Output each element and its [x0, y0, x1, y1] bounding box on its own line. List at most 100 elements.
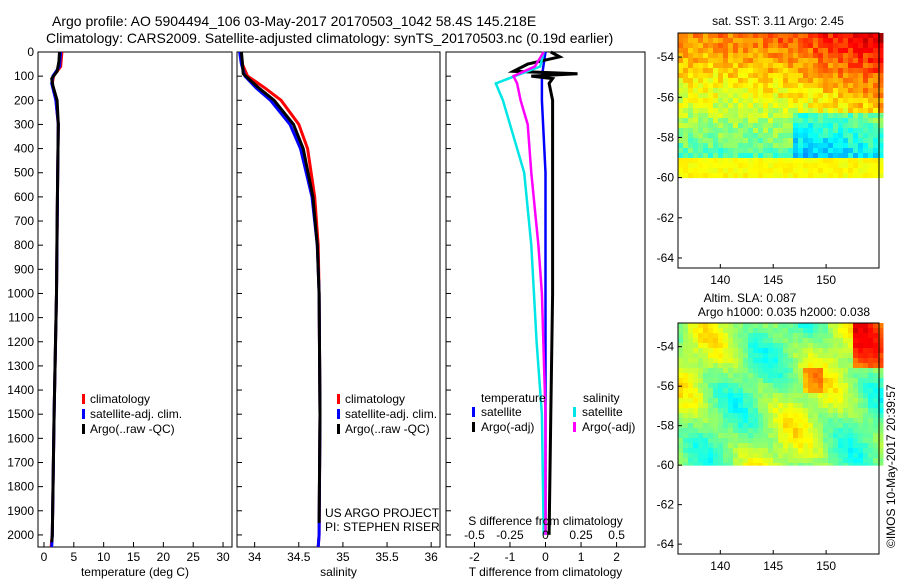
- x-tick-label: 35: [336, 550, 350, 564]
- legend-swatch: [337, 424, 340, 434]
- y-tick-label: 800: [14, 238, 34, 252]
- legend-label: satellite-adj. clim.: [345, 407, 437, 421]
- legend-label: satellite-adj. clim.: [90, 407, 182, 421]
- map-y-tick-label: -58: [657, 419, 675, 433]
- y-tick-label: 1200: [7, 335, 34, 349]
- map-x-tick-label: 145: [763, 273, 783, 287]
- y-tick-label: 1500: [7, 407, 34, 421]
- y-tick-label: 1700: [7, 455, 34, 469]
- top-tick-label: 0: [542, 528, 549, 542]
- series-line-salinity-0: [239, 51, 322, 548]
- legend-swatch: [337, 394, 340, 404]
- legend-swatch: [82, 409, 85, 419]
- legend-label: satellite: [582, 405, 623, 419]
- series-line-salinity-1: [238, 51, 322, 548]
- x-tick-label: -2: [469, 550, 480, 564]
- legend-title: temperature: [481, 391, 546, 405]
- legend-label: Argo(-adj): [582, 420, 635, 434]
- map-y-tick-label: -60: [657, 458, 675, 472]
- map-y-tick-label: -56: [657, 379, 675, 393]
- y-tick-label: 200: [14, 93, 34, 107]
- y-tick-label: 500: [14, 166, 34, 180]
- legend-swatch: [573, 422, 576, 432]
- map-x-tick-label: 140: [710, 273, 730, 287]
- y-tick-label: 0: [27, 45, 34, 59]
- x-tick-label: 15: [127, 550, 141, 564]
- y-tick-label: 1000: [7, 286, 34, 300]
- x-tick-label: -1: [505, 550, 516, 564]
- legend-swatch: [337, 409, 340, 419]
- legend-label: Argo(..raw -QC): [90, 422, 175, 436]
- y-tick-label: 2000: [7, 528, 34, 542]
- map-x-tick-label: 140: [710, 559, 730, 573]
- legend-label: satellite: [481, 405, 522, 419]
- y-tick-label: 1300: [7, 359, 34, 373]
- legend-title: salinity: [583, 391, 620, 405]
- legend-swatch: [82, 424, 85, 434]
- y-tick-label: 1100: [8, 311, 34, 325]
- series-line-temperature-2: [50, 51, 61, 543]
- map-x-tick-label: 145: [763, 559, 783, 573]
- x-tick-label: 34: [248, 550, 262, 564]
- imos-watermark: ©IMOS 10-May-2017 20:39:57: [884, 384, 898, 548]
- map-frame-sst-map: [677, 32, 880, 269]
- top-axis-label: S difference from climatology: [468, 514, 623, 528]
- y-tick-label: 400: [14, 142, 34, 156]
- x-tick-label: 5: [70, 550, 77, 564]
- argo-h-label: Argo h1000: 0.035 h2000: 0.038: [698, 305, 870, 319]
- x-tick-label: 0: [41, 550, 48, 564]
- series-line-difference-1: [507, 50, 578, 535]
- series-line-salinity-2: [239, 51, 322, 523]
- y-tick-label: 100: [14, 69, 34, 83]
- y-tick-label: 600: [14, 190, 34, 204]
- sst-map-title: sat. SST: 3.11 Argo: 2.45: [712, 14, 844, 28]
- map-y-tick-label: -60: [657, 171, 675, 185]
- x-tick-label: 35.5: [375, 550, 399, 564]
- figure-title-line2: Climatology: CARS2009. Satellite-adjuste…: [46, 30, 614, 46]
- y-tick-label: 1600: [7, 431, 34, 445]
- panel-frame-salinity: [236, 51, 441, 548]
- map-y-tick-label: -56: [657, 90, 675, 104]
- top-tick-label: -0.25: [496, 528, 524, 542]
- x-tick-label: 36: [424, 550, 438, 564]
- x-tick-label: 30: [216, 550, 230, 564]
- map-x-tick-label: 150: [816, 273, 836, 287]
- x-tick-label: 10: [97, 550, 111, 564]
- x-tick-label: 34.5: [287, 550, 311, 564]
- y-tick-label: 1400: [7, 383, 34, 397]
- legend-swatch: [82, 394, 85, 404]
- map-y-tick-label: -64: [657, 537, 675, 551]
- legend-swatch: [472, 422, 475, 432]
- legend-swatch: [573, 407, 576, 417]
- legend-label: climatology: [345, 392, 405, 406]
- x-axis-label: T difference from climatology: [469, 565, 623, 579]
- map-raster-sst-map: [678, 33, 884, 179]
- y-tick-label: 700: [14, 214, 34, 228]
- map-y-tick-label: -54: [657, 50, 675, 64]
- legend-label: Argo(..raw -QC): [345, 422, 430, 436]
- x-axis-label: temperature (deg C): [81, 565, 189, 579]
- legend-label: Argo(-adj): [481, 420, 534, 434]
- x-tick-label: 2: [613, 550, 620, 564]
- map-x-tick-label: 150: [816, 559, 836, 573]
- map-frame-sla-map: [677, 322, 880, 555]
- panel-frame-temperature: [37, 51, 233, 548]
- y-tick-label: 1800: [7, 480, 34, 494]
- map-y-tick-label: -62: [657, 498, 675, 512]
- x-tick-label: 0: [542, 550, 549, 564]
- credit-pi: PI: STEPHEN RISER: [325, 520, 440, 534]
- series-line-difference-2: [494, 51, 545, 535]
- map-y-tick-label: -58: [657, 130, 675, 144]
- x-tick-label: 25: [187, 550, 201, 564]
- x-tick-label: 1: [578, 550, 585, 564]
- series-line-difference-3: [511, 51, 547, 535]
- map-raster-sla-map: [678, 323, 884, 466]
- credit-project: US ARGO PROJECT: [325, 506, 440, 520]
- figure-title-line1: Argo profile: AO 5904494_106 03-May-2017…: [52, 13, 537, 29]
- top-tick-label: -0.5: [464, 528, 485, 542]
- legend-swatch: [472, 407, 475, 417]
- top-tick-label: 0.5: [608, 528, 625, 542]
- x-axis-label: salinity: [320, 565, 357, 579]
- map-y-tick-label: -64: [657, 251, 675, 265]
